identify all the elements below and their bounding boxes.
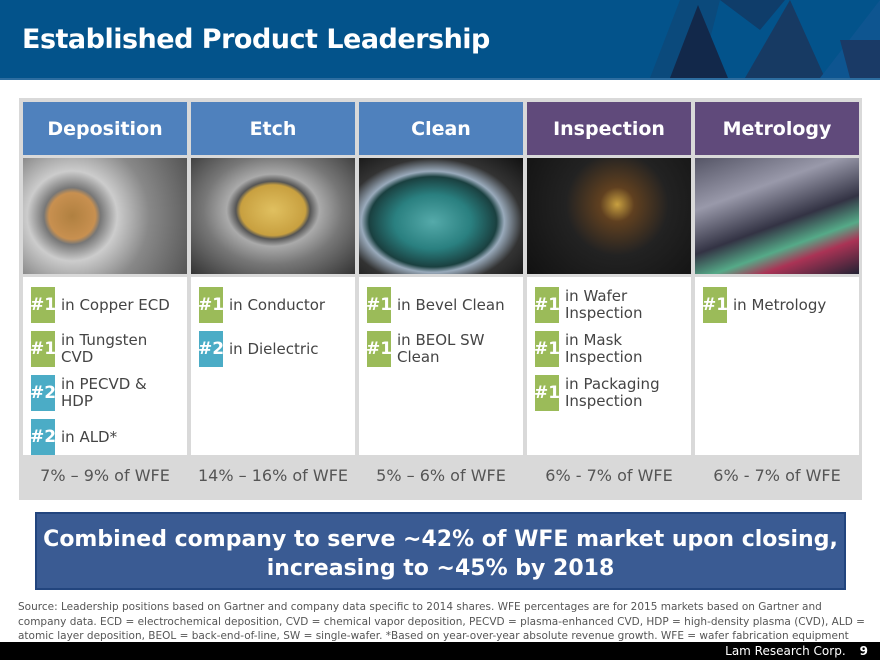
wfe-share: 14% – 16% of WFE	[197, 466, 349, 485]
ranking-item: #2 in ALD*	[30, 419, 182, 455]
ranking-item: #1 in Wafer Inspection	[534, 287, 686, 323]
ranking-text: in Conductor	[229, 295, 326, 314]
column-metrology: Metrology #1 in Metrology 6% - 7% of WFE	[695, 102, 859, 498]
ranking-text: in Packaging Inspection	[565, 375, 660, 410]
rankings-list: #1 in Copper ECD #1 in Tungsten CVD #2 in PEC…	[23, 277, 187, 455]
column-header: Etch	[191, 102, 355, 155]
column-inspection: Inspection #1 in Wafer Inspection #1 in Mas…	[527, 102, 691, 498]
ranking-item: #1 in Copper ECD	[30, 287, 182, 323]
rank-badge: #1	[534, 287, 560, 323]
rank-badge: #1	[198, 287, 224, 323]
rank-badge: #1	[366, 331, 392, 367]
ranking-text: in Metrology	[733, 295, 827, 314]
company-name: Lam Research Corp.	[725, 644, 846, 658]
rank-badge: #1	[534, 375, 560, 411]
rank-badge: #1	[30, 287, 56, 323]
ranking-text: in Bevel Clean	[397, 295, 505, 314]
page-title: Established Product Leadership	[22, 24, 490, 55]
column-deposition: Deposition #1 in Copper ECD #1 in Tungsten …	[23, 102, 187, 498]
column-etch: Etch #1 in Conductor #2 in Dielectric 14% – …	[191, 102, 355, 498]
summary-banner: Combined company to serve ~42% of WFE ma…	[35, 512, 846, 590]
rank-badge: #1	[366, 287, 392, 323]
ranking-item: #1 in Tungsten CVD	[30, 331, 182, 367]
rank-badge: #2	[30, 375, 56, 411]
product-image	[359, 158, 523, 274]
wfe-share: 6% - 7% of WFE	[545, 466, 673, 485]
column-clean: Clean #1 in Bevel Clean #1 in BEOL SW Clean…	[359, 102, 523, 498]
ranking-text: in Mask Inspection	[565, 331, 643, 366]
ranking-text: in ALD*	[61, 427, 118, 446]
page-number: 9	[859, 644, 868, 658]
wfe-share: 5% – 6% of WFE	[376, 466, 506, 485]
ranking-item: #2 in PECVD & HDP	[30, 375, 182, 411]
product-image	[695, 158, 859, 274]
rank-badge: #2	[198, 331, 224, 367]
ranking-text: in PECVD & HDP	[61, 375, 147, 410]
rankings-list: #1 in Conductor #2 in Dielectric	[191, 277, 355, 455]
product-image	[191, 158, 355, 274]
rankings-list: #1 in Wafer Inspection #1 in Mask Inspectio…	[527, 277, 691, 455]
rankings-list: #1 in Metrology	[695, 277, 859, 455]
ranking-item: #1 in BEOL SW Clean	[366, 331, 518, 367]
ranking-item: #1 in Packaging Inspection	[534, 375, 686, 411]
ranking-text: in Copper ECD	[61, 295, 170, 314]
wfe-share: 7% – 9% of WFE	[40, 466, 170, 485]
ranking-item: #1 in Bevel Clean	[366, 287, 518, 323]
product-image	[527, 158, 691, 274]
column-header: Inspection	[527, 102, 691, 155]
triangle-decoration-icon	[650, 0, 880, 78]
banner-line-1: Combined company to serve ~42% of WFE ma…	[43, 527, 838, 552]
source-note: Source: Leadership positions based on Ga…	[18, 601, 865, 642]
banner-line-2: increasing to ~45% by 2018	[266, 556, 615, 581]
ranking-item: #2 in Dielectric	[198, 331, 350, 367]
ranking-item: #1 in Conductor	[198, 287, 350, 323]
rank-badge: #1	[534, 331, 560, 367]
rank-badge: #1	[702, 287, 728, 323]
ranking-item: #1 in Mask Inspection	[534, 331, 686, 367]
column-header: Deposition	[23, 102, 187, 155]
product-image	[23, 158, 187, 274]
product-table: Deposition #1 in Copper ECD #1 in Tungsten …	[19, 98, 862, 500]
ranking-item: #1 in Metrology	[702, 287, 854, 323]
column-header: Metrology	[695, 102, 859, 155]
ranking-text: in Dielectric	[229, 339, 319, 358]
ranking-text: in Wafer Inspection	[565, 287, 643, 322]
footer-bar: Lam Research Corp. 9	[0, 642, 880, 660]
column-header: Clean	[359, 102, 523, 155]
header-bar: Established Product Leadership	[0, 0, 880, 80]
rank-badge: #2	[30, 419, 56, 455]
ranking-text: in BEOL SW Clean	[397, 331, 485, 366]
ranking-text: in Tungsten CVD	[61, 331, 148, 366]
rankings-list: #1 in Bevel Clean #1 in BEOL SW Clean	[359, 277, 523, 455]
rank-badge: #1	[30, 331, 56, 367]
wfe-share: 6% - 7% of WFE	[713, 466, 841, 485]
